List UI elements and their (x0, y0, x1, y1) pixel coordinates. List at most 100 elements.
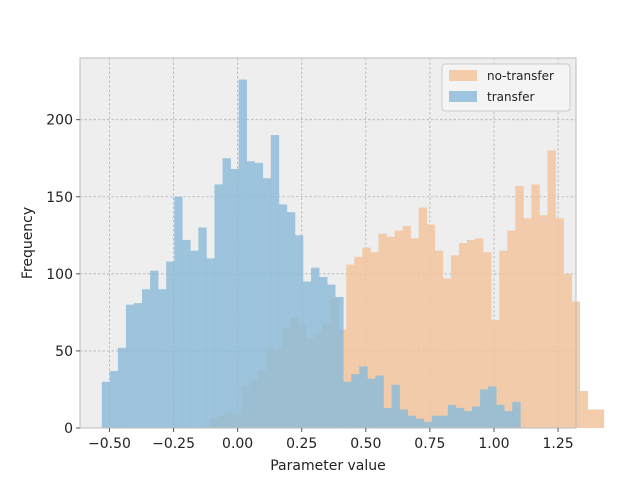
bar-transfer (270, 135, 280, 429)
bar-no-transfer (595, 409, 605, 428)
bar-transfer (133, 303, 143, 428)
bar-transfer (319, 276, 328, 428)
bar-transfer (335, 296, 344, 428)
bar-no-transfer (563, 273, 572, 428)
x-tick-label: 1.25 (542, 436, 573, 452)
bar-no-transfer (434, 250, 444, 428)
bar-transfer (125, 304, 135, 428)
bar-no-transfer (362, 247, 371, 428)
bar-no-transfer (346, 264, 355, 428)
bar-transfer (391, 384, 400, 428)
bar-no-transfer (394, 230, 403, 428)
x-tick-label: −0.25 (152, 436, 195, 452)
bar-transfer (262, 178, 272, 428)
bar-transfer (496, 404, 505, 428)
bar-transfer (278, 204, 288, 428)
bar-no-transfer (467, 239, 476, 428)
y-axis-label: Frequency (20, 207, 36, 279)
bar-no-transfer (507, 230, 516, 428)
bar-transfer (142, 289, 151, 428)
bar-transfer (375, 375, 384, 428)
bar-transfer (109, 370, 119, 428)
legend-label-no-transfer: no-transfer (487, 69, 554, 83)
x-tick-label: 1.00 (478, 436, 509, 452)
bar-transfer (294, 235, 304, 428)
bar-transfer (407, 415, 416, 428)
bar-transfer (246, 161, 256, 428)
bar-no-transfer (354, 256, 363, 428)
bar-transfer (254, 162, 264, 429)
bar-transfer (455, 407, 465, 428)
bar-transfer (399, 409, 408, 428)
bar-transfer (327, 284, 336, 428)
bar-transfer (190, 250, 199, 428)
bar-transfer (303, 281, 312, 428)
bar-no-transfer (386, 236, 395, 428)
bar-transfer (206, 258, 215, 428)
bar-transfer (439, 415, 449, 428)
bar-transfer (504, 411, 513, 428)
y-tick-label: 200 (46, 113, 73, 129)
bar-transfer (383, 407, 392, 428)
bar-transfer (423, 421, 433, 428)
y-tick-label: 50 (55, 344, 73, 360)
bar-no-transfer (539, 215, 548, 428)
bar-no-transfer (499, 250, 508, 428)
bar-no-transfer (370, 252, 379, 428)
bar-transfer (166, 261, 175, 428)
plot-frame (79, 57, 577, 429)
bar-transfer (472, 406, 481, 428)
bar-transfer (198, 227, 207, 428)
bar-transfer (150, 270, 159, 428)
legend: no-transfer transfer (441, 63, 571, 112)
x-axis-label: Parameter value (270, 458, 386, 474)
bar-transfer (415, 418, 425, 428)
bar-transfer (512, 401, 521, 428)
y-tick-label: 150 (46, 190, 73, 206)
bar-transfer (463, 411, 473, 428)
bar-no-transfer (418, 207, 428, 428)
bar-transfer (447, 404, 457, 428)
bar-no-transfer (579, 391, 589, 428)
bar-no-transfer (523, 218, 532, 428)
bar-no-transfer (531, 184, 540, 428)
series-transfer (101, 79, 521, 429)
legend-swatch-transfer (449, 91, 477, 102)
bar-transfer (222, 158, 231, 429)
bar-transfer (311, 267, 320, 428)
bar-transfer (480, 389, 489, 428)
bar-transfer (359, 366, 368, 428)
bar-no-transfer (402, 226, 411, 428)
bar-no-transfer (475, 238, 484, 428)
bar-no-transfer (515, 185, 524, 428)
bar-no-transfer (426, 224, 436, 428)
bar-transfer (286, 212, 296, 428)
bar-transfer (158, 289, 167, 428)
bar-no-transfer (442, 278, 452, 428)
bar-no-transfer (483, 252, 492, 428)
bar-transfer (488, 386, 497, 428)
bar-transfer (238, 79, 247, 428)
bar-no-transfer (378, 233, 387, 428)
bar-transfer (214, 184, 223, 428)
bar-no-transfer (450, 255, 460, 428)
x-tick-label: 0.75 (414, 436, 445, 452)
x-tick-label: −0.50 (88, 436, 131, 452)
x-tick-label: 0.50 (350, 436, 381, 452)
bar-transfer (230, 169, 239, 428)
histogram-bars (101, 79, 605, 429)
bar-transfer (367, 378, 376, 428)
legend-label-transfer: transfer (487, 90, 534, 104)
bar-no-transfer (458, 243, 468, 428)
bar-transfer (431, 415, 441, 428)
bar-no-transfer (491, 320, 500, 428)
bar-transfer (343, 381, 352, 428)
bar-transfer (174, 196, 183, 428)
bar-transfer (117, 347, 127, 428)
bar-transfer (351, 374, 360, 428)
bar-no-transfer (547, 150, 556, 428)
y-tick-label: 0 (64, 421, 73, 437)
x-tick-label: 0.25 (286, 436, 317, 452)
bar-no-transfer (555, 218, 564, 428)
